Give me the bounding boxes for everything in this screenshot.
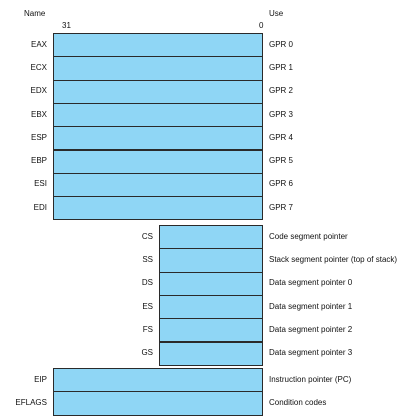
register-box-eip [53,368,263,393]
register-name-eip: EIP [34,374,47,384]
register-use-ebp: GPR 5 [269,156,294,166]
register-name-cs: CS [141,231,153,241]
register-name-es: ES [142,301,153,311]
register-box-eax [53,33,263,58]
register-name-ebp: EBP [30,156,47,166]
register-name-esp: ESP [30,132,47,142]
register-name-ss: SS [142,254,153,264]
register-name-eax: EAX [30,39,47,49]
register-box-gs [159,341,263,366]
register-name-ds: DS [141,278,153,288]
register-name-fs: FS [142,324,153,334]
register-use-edx: GPR 2 [269,86,294,96]
register-box-ss [159,248,263,273]
bit-high-label: 31 [62,21,71,30]
register-box-cs [159,225,263,250]
register-box-eflags [53,391,263,416]
register-use-esp: GPR 4 [269,132,294,142]
register-box-ds [159,271,263,296]
register-box-ebp [53,149,263,174]
register-use-fs: Data segment pointer 2 [269,324,353,334]
register-use-esi: GPR 6 [269,179,294,189]
register-box-fs [159,318,263,343]
use-column-header: Use [269,9,284,18]
register-name-eflags: EFLAGS [15,397,47,407]
register-name-edi: EDI [33,202,47,212]
bit-low-label: 0 [259,21,264,30]
register-name-ecx: ECX [30,62,47,72]
register-name-gs: GS [141,348,153,358]
register-use-ebx: GPR 3 [269,109,294,119]
register-use-eip: Instruction pointer (PC) [269,374,352,384]
register-name-ebx: EBX [30,109,47,119]
register-use-cs: Code segment pointer [269,231,348,241]
register-use-ss: Stack segment pointer (top of stack) [269,254,398,264]
register-use-es: Data segment pointer 1 [269,301,353,311]
register-use-ecx: GPR 1 [269,62,294,72]
register-box-edi [53,196,263,221]
register-box-edx [53,79,263,104]
register-name-esi: ESI [34,179,47,189]
register-box-esp [53,126,263,151]
register-use-eax: GPR 0 [269,39,294,49]
name-column-header: Name [24,9,46,18]
register-box-esi [53,172,263,198]
register-use-ds: Data segment pointer 0 [269,278,353,288]
register-use-gs: Data segment pointer 3 [269,348,353,358]
register-name-edx: EDX [30,86,47,96]
register-use-eflags: Condition codes [269,397,327,407]
register-box-ebx [53,102,263,128]
register-box-ecx [53,56,263,81]
register-box-es [159,294,263,320]
register-use-edi: GPR 7 [269,202,294,212]
